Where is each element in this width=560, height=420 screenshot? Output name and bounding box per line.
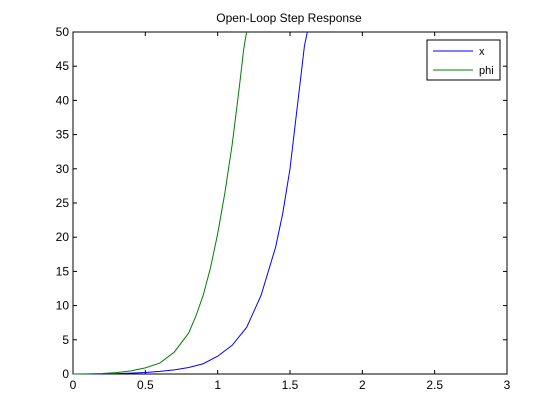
- y-tick-label: 15: [56, 264, 70, 278]
- x-tick-label: 1: [214, 378, 221, 392]
- y-tick-label: 40: [56, 93, 70, 107]
- y-tick-label: 10: [56, 299, 70, 313]
- chart-title: Open-Loop Step Response: [216, 11, 362, 25]
- y-tick-label: 25: [56, 196, 70, 210]
- x-tick-label: 2: [359, 378, 366, 392]
- x-tick-label: 2.5: [426, 378, 443, 392]
- x-tick-label: 0: [70, 378, 77, 392]
- y-tick-label: 30: [56, 162, 70, 176]
- series-line-phi: [72, 31, 248, 375]
- legend-box: [426, 39, 501, 81]
- x-tick-label: 0.5: [137, 378, 154, 392]
- y-tick-label: 5: [62, 333, 69, 347]
- y-tick-label: 20: [56, 230, 70, 244]
- series-lines: [72, 31, 308, 375]
- legend: x phi: [426, 39, 501, 81]
- y-tick-label: 50: [56, 25, 70, 39]
- plot-area: [72, 31, 508, 375]
- y-tick-label: 35: [56, 128, 70, 142]
- x-tick-label: 1.5: [282, 378, 299, 392]
- x-tick-label: 3: [504, 378, 511, 392]
- y-tick-label: 0: [62, 367, 69, 381]
- y-tick-label: 45: [56, 59, 70, 73]
- legend-label-phi: phi: [479, 65, 494, 77]
- legend-label-x: x: [479, 46, 485, 58]
- series-line-x: [73, 31, 308, 375]
